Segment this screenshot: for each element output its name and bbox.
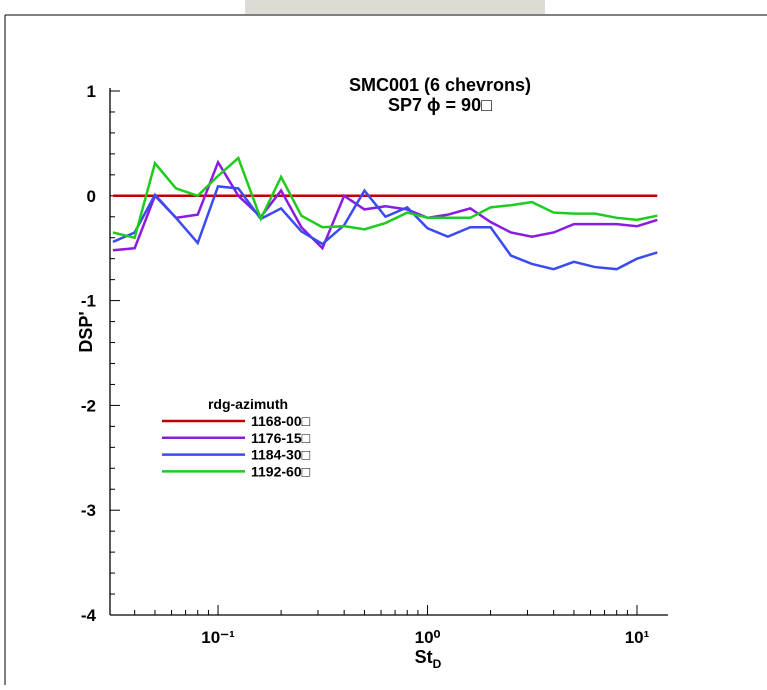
x-axis-label-main: St [415,647,433,667]
legend-label: 1192-60□ [251,463,311,479]
legend-label: 1184-30□ [251,447,311,463]
header-image [245,0,545,14]
y-tick-label: 0 [87,187,96,206]
legend-label: 1168-00□ [251,413,311,429]
series-line [112,185,658,271]
y-tick-label: -4 [81,606,97,625]
x-tick-label: 10¹ [625,628,650,647]
chart-subtitle: SP7 ϕ = 90□ [388,95,492,115]
y-tick-label: -3 [81,501,96,520]
series-line [112,159,658,252]
y-tick-label: -2 [81,396,96,415]
legend-label: 1176-15□ [251,430,311,446]
legend-title: rdg-azimuth [208,396,288,412]
y-tick-label: -1 [81,292,96,311]
x-axis-label: StD [415,647,442,671]
x-tick-label: 10⁻¹ [201,628,235,647]
y-axis-label: DSP' [76,311,96,352]
series-line [112,155,658,240]
x-tick-label: 10⁰ [415,628,441,647]
y-tick-label: 1 [87,82,96,101]
chart-title: SMC001 (6 chevrons) [349,75,531,95]
x-axis-label-sub: D [433,657,442,671]
